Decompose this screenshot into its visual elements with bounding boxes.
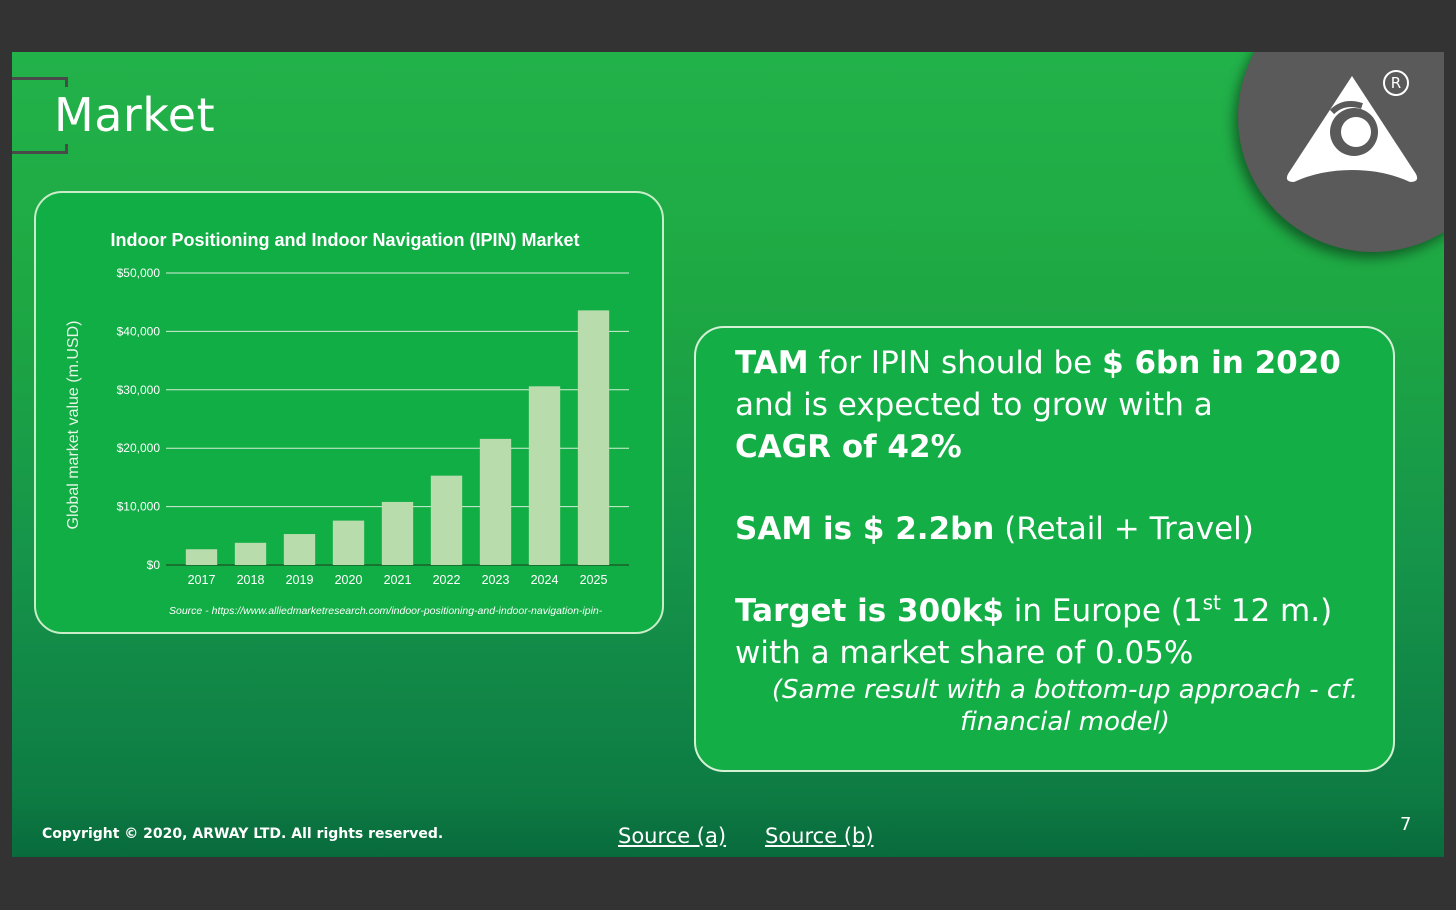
- chart-title: Indoor Positioning and Indoor Navigation…: [110, 230, 579, 250]
- approach-note: (Same result with a bottom-up approach -…: [771, 675, 1359, 737]
- x-tick-label: 2021: [384, 573, 412, 587]
- tam-line-1: TAM for IPIN should be $ 6bn in 2020: [735, 342, 1375, 384]
- title-bracket: [12, 151, 68, 154]
- bar-2023: [479, 438, 512, 565]
- bar-2024: [528, 386, 561, 565]
- x-tick-label: 2017: [188, 573, 216, 587]
- sam-line: SAM is $ 2.2bn (Retail + Travel): [735, 508, 1375, 550]
- bar-2020: [332, 520, 365, 565]
- y-tick-label: $40,000: [117, 324, 161, 338]
- registered-mark-icon: R: [1383, 70, 1409, 96]
- target-value: Target is 300k$: [735, 593, 1004, 629]
- tam-summary-card: TAM for IPIN should be $ 6bn in 2020 and…: [694, 326, 1395, 772]
- title-bracket: [65, 77, 68, 87]
- tam-label: TAM: [735, 345, 809, 381]
- bar-2017: [185, 549, 218, 565]
- bar-2022: [430, 475, 463, 565]
- x-tick-label: 2024: [531, 573, 559, 587]
- bar-2018: [234, 542, 267, 565]
- arway-logo-icon: [1286, 76, 1418, 182]
- chart-source: Source - https://www.alliedmarketresearc…: [169, 605, 603, 617]
- slide: Market R Indoor Positioning and Indoor N…: [12, 52, 1444, 857]
- source-b-link[interactable]: Source (b): [765, 824, 874, 848]
- x-tick-label: 2022: [433, 573, 461, 587]
- x-tick-label: 2025: [580, 573, 608, 587]
- page-number: 7: [1400, 814, 1412, 835]
- y-tick-label: $20,000: [117, 441, 161, 455]
- footer-band: [12, 797, 1444, 857]
- spacer: [735, 468, 1375, 508]
- bar-2021: [381, 501, 414, 565]
- cagr: CAGR of 42%: [735, 429, 962, 465]
- copyright: Copyright © 2020, ARWAY LTD. All rights …: [42, 826, 444, 842]
- target-text-1: in Europe (1: [1003, 593, 1203, 629]
- sam-value: SAM is $ 2.2bn: [735, 511, 995, 547]
- x-tick-label: 2023: [482, 573, 510, 587]
- tam-text: TAM for IPIN should be $ 6bn in 2020 and…: [735, 342, 1375, 738]
- chart-y-ticks: $0 $10,000 $20,000 $30,000 $40,000 $50,000: [117, 266, 161, 572]
- bar-chart: Indoor Positioning and Indoor Navigation…: [65, 230, 629, 617]
- title-bracket: [65, 144, 68, 154]
- sam-text: (Retail + Travel): [994, 511, 1254, 547]
- x-tick-label: 2018: [237, 573, 265, 587]
- bar-2019: [283, 534, 316, 565]
- spacer: [735, 550, 1375, 590]
- bar-2025: [577, 310, 610, 565]
- x-tick-label: 2020: [335, 573, 363, 587]
- chart-bars: [185, 310, 610, 565]
- slide-title: Market: [54, 88, 216, 142]
- tam-value: $ 6bn in 2020: [1102, 345, 1341, 381]
- chart-x-ticks: 2017 2018 2019 2020 2021 2022 2023 2024 2025: [188, 573, 608, 587]
- target-line-1: Target is 300k$ in Europe (1st 12 m.): [735, 590, 1375, 632]
- target-line-2: with a market share of 0.05%: [735, 635, 1194, 671]
- tam-text-1: for IPIN should be: [808, 345, 1103, 381]
- y-tick-label: $30,000: [117, 383, 161, 397]
- tam-line-2: and is expected to grow with a: [735, 387, 1213, 423]
- target-text-2: 12 m.): [1220, 593, 1333, 629]
- market-chart-card: Indoor Positioning and Indoor Navigation…: [34, 191, 664, 634]
- tam-line-3: CAGR of 42%: [735, 426, 1375, 468]
- y-tick-label: $0: [147, 558, 161, 572]
- y-tick-label: $50,000: [117, 266, 161, 280]
- chart-y-axis-label: Global market value (m.USD): [65, 321, 82, 530]
- x-tick-label: 2019: [286, 573, 314, 587]
- source-a-link[interactable]: Source (a): [618, 824, 727, 848]
- target-sup: st: [1202, 590, 1221, 615]
- title-bracket: [12, 77, 68, 80]
- y-tick-label: $10,000: [117, 500, 161, 514]
